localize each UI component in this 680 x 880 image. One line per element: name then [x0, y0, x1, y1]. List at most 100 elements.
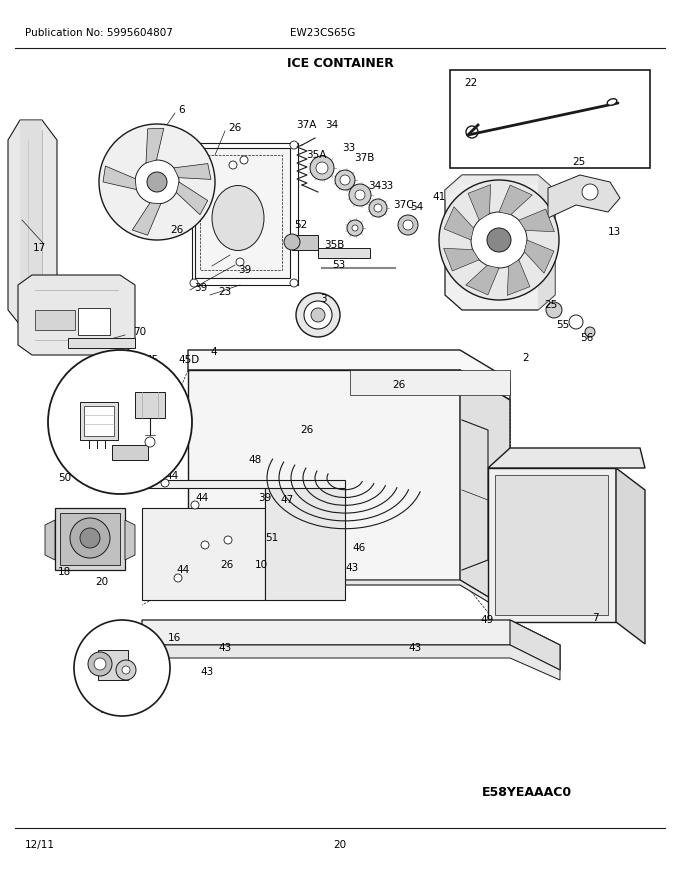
- Polygon shape: [468, 185, 491, 220]
- Text: 26: 26: [170, 225, 183, 235]
- Text: Publication No: 5995604807: Publication No: 5995604807: [25, 28, 173, 38]
- Polygon shape: [35, 310, 75, 330]
- Text: 4: 4: [210, 347, 217, 357]
- Polygon shape: [538, 175, 555, 310]
- Text: 26: 26: [220, 560, 233, 570]
- Text: 50: 50: [58, 473, 71, 483]
- Ellipse shape: [212, 186, 264, 251]
- Polygon shape: [142, 645, 560, 680]
- Text: 20: 20: [333, 840, 347, 850]
- Polygon shape: [125, 520, 135, 560]
- Text: 46: 46: [352, 543, 365, 553]
- Polygon shape: [495, 475, 608, 615]
- Text: 18: 18: [58, 567, 71, 577]
- Polygon shape: [616, 468, 645, 644]
- Polygon shape: [60, 513, 120, 565]
- Circle shape: [296, 293, 340, 337]
- Polygon shape: [55, 508, 125, 570]
- Polygon shape: [466, 266, 499, 295]
- Circle shape: [466, 126, 478, 138]
- Text: 54: 54: [410, 202, 423, 212]
- Polygon shape: [510, 620, 560, 670]
- Circle shape: [229, 161, 237, 169]
- Text: 52: 52: [294, 220, 307, 230]
- Bar: [200, 155, 282, 270]
- Circle shape: [135, 160, 179, 204]
- Polygon shape: [548, 175, 620, 218]
- Text: 15: 15: [100, 705, 114, 715]
- Bar: [420, 625, 440, 637]
- Text: 35B: 35B: [324, 240, 344, 250]
- Polygon shape: [84, 406, 114, 436]
- Polygon shape: [350, 370, 510, 395]
- Polygon shape: [499, 185, 532, 215]
- Text: 22: 22: [464, 78, 477, 88]
- Circle shape: [316, 162, 328, 174]
- Polygon shape: [460, 370, 510, 610]
- Text: 26: 26: [392, 380, 405, 390]
- Circle shape: [487, 228, 511, 252]
- Polygon shape: [292, 235, 318, 250]
- Circle shape: [347, 220, 363, 236]
- Circle shape: [403, 220, 413, 230]
- Polygon shape: [20, 120, 42, 325]
- Polygon shape: [8, 120, 57, 325]
- Circle shape: [94, 658, 106, 670]
- Bar: [450, 70, 650, 168]
- Text: 48: 48: [248, 455, 261, 465]
- Polygon shape: [98, 650, 128, 680]
- Polygon shape: [188, 370, 460, 580]
- Bar: [220, 625, 240, 637]
- Text: 70: 70: [133, 327, 146, 337]
- Polygon shape: [103, 166, 136, 189]
- Polygon shape: [195, 148, 290, 278]
- Polygon shape: [78, 308, 110, 335]
- Polygon shape: [445, 175, 555, 310]
- Text: 44: 44: [176, 565, 189, 575]
- Polygon shape: [519, 209, 554, 231]
- Circle shape: [88, 652, 112, 676]
- Text: 45: 45: [145, 355, 158, 365]
- Text: EW23CS65G: EW23CS65G: [290, 28, 356, 38]
- Circle shape: [311, 308, 325, 322]
- Circle shape: [471, 212, 527, 268]
- Text: 51: 51: [265, 533, 278, 543]
- Text: 47: 47: [280, 495, 293, 505]
- Circle shape: [70, 518, 110, 558]
- Text: 26: 26: [228, 123, 241, 133]
- Text: 41: 41: [432, 192, 445, 202]
- Text: 39: 39: [194, 283, 207, 293]
- Polygon shape: [45, 520, 55, 560]
- Text: 10: 10: [255, 560, 268, 570]
- Text: 33: 33: [342, 143, 355, 153]
- Text: 53: 53: [332, 260, 345, 270]
- Circle shape: [310, 156, 334, 180]
- Text: 13: 13: [608, 227, 622, 237]
- Circle shape: [369, 199, 387, 217]
- Text: 26: 26: [300, 425, 313, 435]
- Circle shape: [161, 479, 169, 487]
- Circle shape: [116, 660, 136, 680]
- Text: 39: 39: [258, 493, 271, 503]
- Text: 17: 17: [33, 243, 46, 253]
- Polygon shape: [142, 508, 265, 600]
- Polygon shape: [445, 175, 538, 200]
- Polygon shape: [488, 468, 616, 622]
- Polygon shape: [444, 207, 474, 240]
- Circle shape: [48, 350, 192, 494]
- Circle shape: [585, 327, 595, 337]
- Text: 37A: 37A: [296, 120, 316, 130]
- Circle shape: [99, 124, 215, 240]
- Text: 56: 56: [580, 333, 593, 343]
- Polygon shape: [507, 260, 530, 296]
- Polygon shape: [188, 350, 510, 400]
- Text: 37C: 37C: [393, 200, 413, 210]
- Circle shape: [582, 184, 598, 200]
- Circle shape: [236, 258, 244, 266]
- Text: 12/11: 12/11: [25, 840, 55, 850]
- Circle shape: [80, 528, 100, 548]
- Text: 44: 44: [195, 493, 208, 503]
- Polygon shape: [265, 488, 345, 600]
- Text: 43: 43: [345, 563, 358, 573]
- Text: 23: 23: [218, 287, 231, 297]
